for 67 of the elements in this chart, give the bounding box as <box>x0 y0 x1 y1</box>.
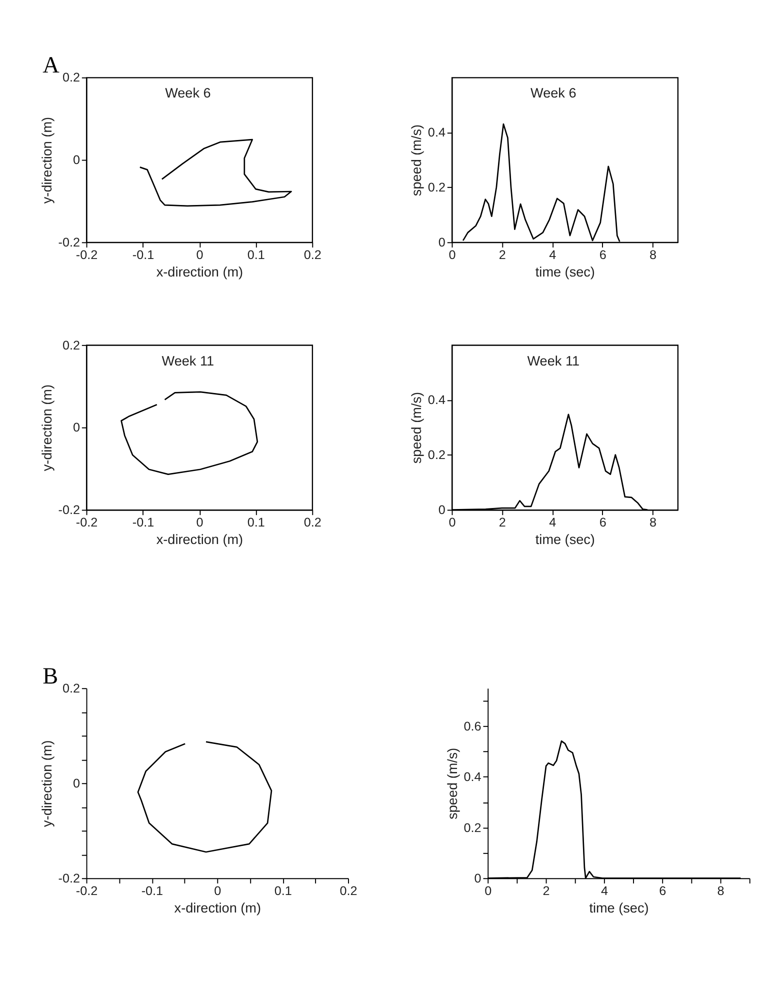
line-series <box>120 391 258 475</box>
x-tick-label: -0.1 <box>132 248 154 262</box>
y-axis-title: y-direction (m) <box>39 384 54 472</box>
y-tick-label: 0.2 <box>62 70 80 85</box>
x-tick-label: 4 <box>600 884 608 898</box>
x-tick-label: 0.1 <box>247 516 265 530</box>
x-tick-label: 0.2 <box>304 516 322 530</box>
y-tick-label: 0.2 <box>428 180 446 195</box>
y-tick-label: 0 <box>438 236 446 250</box>
x-tick-label: 4 <box>549 516 556 530</box>
x-tick-label: 8 <box>650 248 657 262</box>
x-tick-label: 2 <box>542 884 550 898</box>
y-axis-title: y-direction (m) <box>39 740 54 827</box>
y-axis-title: speed (m/s) <box>409 124 424 196</box>
y-axis-title: speed (m/s) <box>409 392 424 464</box>
text: B <box>42 663 58 690</box>
x-tick-label: 6 <box>599 248 606 262</box>
line-series <box>139 138 292 207</box>
x-tick-label: 0.1 <box>274 884 292 898</box>
x-axis-title: x-direction (m) <box>156 264 244 280</box>
x-tick-label: -0.1 <box>132 516 154 530</box>
x-axis-title: x-direction (m) <box>174 900 261 916</box>
text: Week 11 <box>162 353 214 368</box>
y-tick-label: 0.2 <box>62 338 80 352</box>
y-tick-label: 0 <box>438 503 446 518</box>
x-tick-label: 6 <box>599 516 606 530</box>
x-tick-label: 8 <box>717 884 724 898</box>
y-tick-label: 0 <box>72 420 80 435</box>
y-tick-label: 0 <box>474 871 482 886</box>
y-tick-label: -0.2 <box>58 236 80 250</box>
x-tick-label: 0 <box>214 884 222 898</box>
x-tick-label: 8 <box>650 516 657 530</box>
x-tick-label: 2 <box>498 248 506 262</box>
x-tick-label: 6 <box>659 884 666 898</box>
y-axis-title: y-direction (m) <box>39 116 54 204</box>
x-axis-title: time (sec) <box>535 532 595 548</box>
y-axis-title: speed (m/s) <box>445 748 460 820</box>
x-tick-label: -0.1 <box>141 884 164 898</box>
x-axis-title: x-direction (m) <box>156 532 244 548</box>
y-tick-label: 0 <box>72 776 80 790</box>
x-tick-label: 0 <box>484 884 492 898</box>
x-tick-label: 0.2 <box>304 248 322 262</box>
y-tick-label: 0 <box>72 153 80 168</box>
x-axis-title: time (sec) <box>589 900 649 916</box>
y-tick-label: 0.4 <box>428 126 446 140</box>
y-tick-label: 0.4 <box>428 393 446 408</box>
text: Week 11 <box>527 353 580 368</box>
y-tick-label: 0.6 <box>464 719 482 734</box>
y-tick-label: -0.2 <box>58 503 80 518</box>
x-tick-label: 0 <box>448 516 456 530</box>
y-tick-label: 0.2 <box>62 681 80 696</box>
y-tick-label: 0.2 <box>464 820 482 835</box>
x-tick-label: 0.2 <box>340 884 358 898</box>
x-tick-label: 0.1 <box>247 248 265 262</box>
x-tick-label: 4 <box>549 248 556 262</box>
line-series <box>137 741 272 853</box>
x-tick-label: 0 <box>196 248 204 262</box>
text: A <box>42 52 60 79</box>
x-tick-label: 2 <box>498 516 506 530</box>
y-tick-label: 0.2 <box>428 448 446 462</box>
text: Week 6 <box>530 86 576 101</box>
x-axis-title: time (sec) <box>535 264 595 280</box>
x-tick-label: 0 <box>196 516 204 530</box>
y-tick-label: -0.2 <box>58 871 80 886</box>
text: Week 6 <box>165 86 211 101</box>
y-tick-label: 0.4 <box>464 770 482 784</box>
x-tick-label: 0 <box>448 248 456 262</box>
